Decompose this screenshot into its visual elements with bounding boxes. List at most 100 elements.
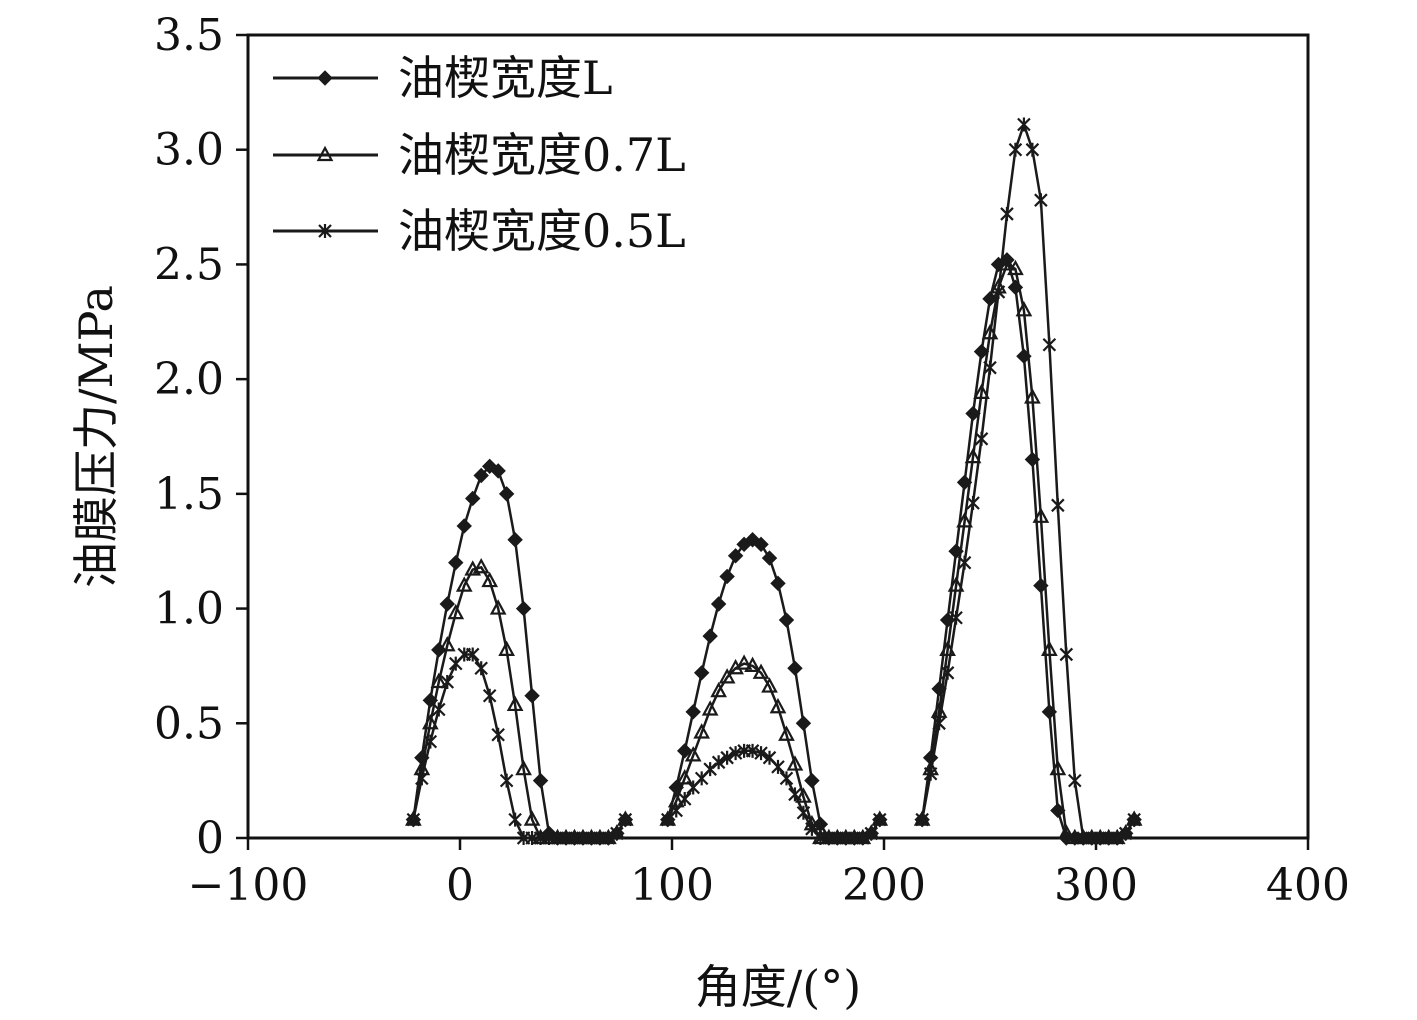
data-point xyxy=(669,803,684,818)
data-point xyxy=(415,771,429,786)
data-point xyxy=(1000,206,1014,221)
data-point xyxy=(974,431,989,446)
data-point xyxy=(1051,498,1065,513)
data-point xyxy=(710,681,727,698)
legend: 油楔宽度L 油楔宽度0.7L 油楔宽度0.5L xyxy=(273,51,686,258)
y-tick-label: 2.0 xyxy=(154,354,224,405)
data-point xyxy=(983,360,997,375)
data-point xyxy=(804,772,820,789)
data-point xyxy=(1127,812,1141,827)
data-point xyxy=(795,787,812,803)
data-point xyxy=(1049,759,1067,776)
data-point xyxy=(473,467,489,484)
data-point xyxy=(1017,117,1031,132)
data-point xyxy=(710,596,727,612)
x-tick-label: 0 xyxy=(446,860,474,911)
data-point xyxy=(728,746,743,761)
data-point xyxy=(754,746,768,761)
data-point xyxy=(947,576,965,592)
data-point xyxy=(744,532,761,548)
data-point xyxy=(718,668,736,684)
plot-frame xyxy=(246,33,1310,840)
data-point xyxy=(515,600,532,617)
x-axis-ticks: −100 0 100 200 300 400 xyxy=(188,838,1350,911)
data-point xyxy=(438,635,456,652)
data-point xyxy=(693,665,710,681)
data-point xyxy=(702,628,718,644)
data-point xyxy=(932,716,946,731)
data-point xyxy=(432,702,446,717)
data-point xyxy=(1034,193,1048,208)
data-point xyxy=(482,688,497,703)
data-point xyxy=(618,812,633,827)
data-point xyxy=(1068,773,1082,788)
data-point xyxy=(676,769,694,785)
data-point xyxy=(317,70,333,86)
data-point xyxy=(498,640,515,656)
data-point xyxy=(788,787,802,802)
data-point xyxy=(524,688,540,704)
data-point xyxy=(778,725,795,741)
data-point xyxy=(795,715,812,731)
data-point xyxy=(872,812,887,827)
data-point xyxy=(752,663,770,679)
data-point xyxy=(1024,388,1041,404)
data-point xyxy=(966,496,980,511)
data-point xyxy=(1007,259,1024,276)
y-tick-label: 0 xyxy=(196,813,224,864)
series-layer xyxy=(405,117,1143,846)
data-point xyxy=(318,224,332,238)
data-point xyxy=(1041,640,1058,656)
data-point xyxy=(481,571,499,588)
data-point xyxy=(923,766,938,781)
data-point xyxy=(1057,824,1075,840)
data-point xyxy=(448,554,464,571)
data-point xyxy=(532,772,549,789)
series-1 xyxy=(405,252,1142,846)
data-point xyxy=(949,610,963,625)
data-point xyxy=(727,548,744,564)
data-point xyxy=(490,463,506,479)
plot-border xyxy=(246,33,1310,840)
data-point xyxy=(964,447,982,464)
y-tick-label: 3.0 xyxy=(154,125,224,176)
data-point xyxy=(507,532,523,548)
data-point xyxy=(973,383,990,400)
data-point xyxy=(769,697,787,714)
data-point xyxy=(499,773,514,788)
data-point xyxy=(1042,337,1057,352)
data-point xyxy=(761,677,778,693)
data-point xyxy=(779,771,794,786)
data-point xyxy=(940,665,955,680)
y-tick-label: 3.5 xyxy=(154,10,224,61)
data-point xyxy=(423,734,438,749)
data-point xyxy=(703,762,717,777)
data-point xyxy=(1066,828,1084,845)
data-point xyxy=(1025,142,1040,157)
data-point xyxy=(991,284,1006,299)
data-point xyxy=(796,805,811,820)
data-point xyxy=(711,755,726,770)
x-tick-label: 200 xyxy=(842,860,926,911)
data-point xyxy=(439,596,455,612)
y-tick-label: 1.0 xyxy=(154,584,224,635)
data-point xyxy=(1008,142,1023,157)
data-point xyxy=(957,555,972,570)
data-point xyxy=(1118,826,1133,841)
x-tick-label: 400 xyxy=(1266,860,1350,911)
data-point xyxy=(770,575,786,592)
data-point xyxy=(491,727,505,742)
data-point xyxy=(761,550,778,566)
x-tick-label: 100 xyxy=(630,860,714,911)
data-point xyxy=(523,810,541,826)
y-tick-label: 1.5 xyxy=(154,469,224,520)
legend-item-1: 油楔宽度L xyxy=(273,51,613,105)
data-point xyxy=(440,674,455,689)
data-point xyxy=(965,405,981,422)
y-axis-ticks: 0 0.5 1.0 1.5 2.0 2.5 3.0 3.5 xyxy=(154,10,248,864)
data-point xyxy=(856,831,870,845)
data-point xyxy=(498,486,515,502)
legend-label: 油楔宽度0.5L xyxy=(398,204,686,258)
data-point xyxy=(481,458,498,475)
